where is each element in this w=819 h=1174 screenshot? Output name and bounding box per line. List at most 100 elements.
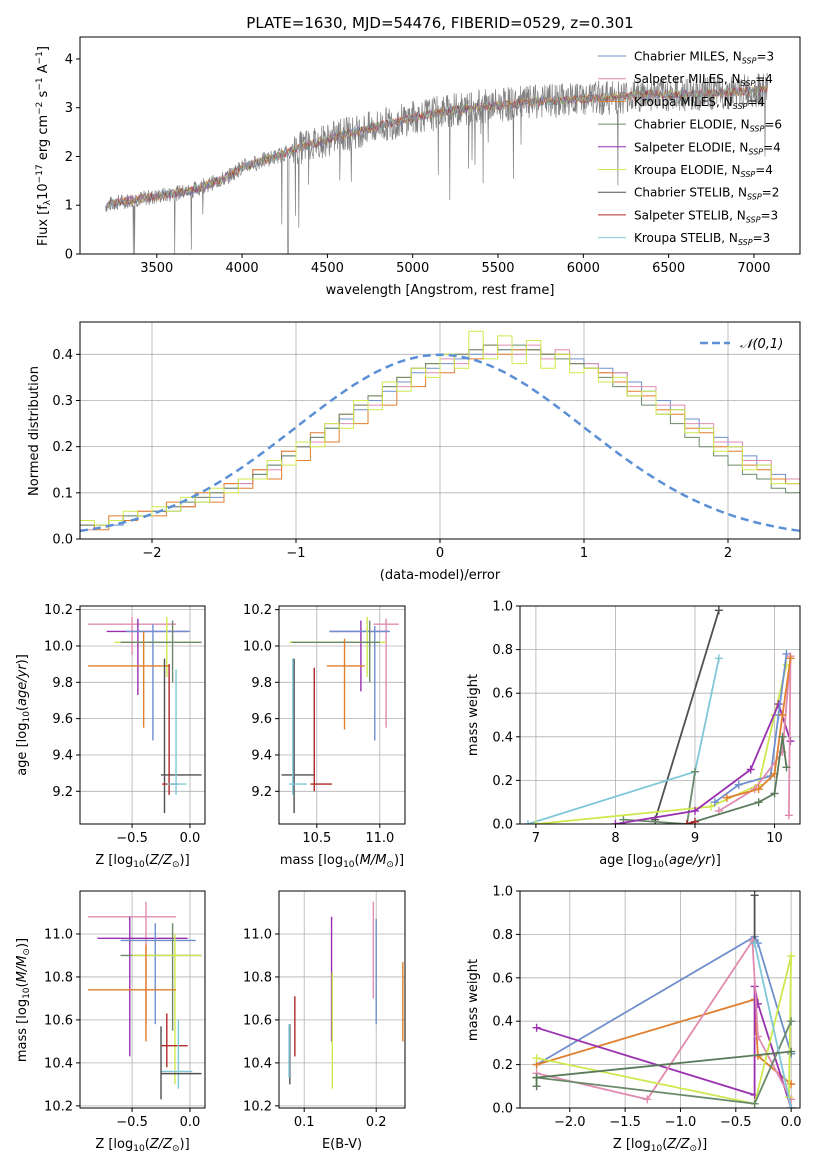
errorbar-point xyxy=(88,616,177,656)
legend-label: Kroupa MILES, NSSP=4 xyxy=(634,95,765,111)
chart-title: PLATE=1630, MJD=54476, FIBERID=0529, z=0… xyxy=(246,14,633,32)
plus-marker xyxy=(770,789,779,798)
y-tick-label: 10.2 xyxy=(44,603,73,618)
axes-frame xyxy=(79,605,206,825)
y-tick-label: 0.2 xyxy=(492,1058,513,1073)
y-tick-label: 9.8 xyxy=(251,676,272,691)
x-axis-label: Z [log10(Z/Z⊙)] xyxy=(95,853,189,870)
plus-marker xyxy=(787,952,796,961)
x-tick-label: 0 xyxy=(436,546,444,561)
plus-marker xyxy=(734,780,743,789)
panel-age_vs_Z: −0.5 0.0 9.2 9.4 9.6 9.8 10.0 10.2 Z [log10(Z/Z⊙… xyxy=(15,603,206,870)
errorbars xyxy=(281,616,399,814)
y-tick-label: 3 xyxy=(65,101,73,116)
x-tick-label: 0.0 xyxy=(781,1115,802,1130)
errorbar-point xyxy=(88,631,170,728)
weight-line xyxy=(536,935,792,1066)
panel-residuals: −2 −1 0 1 2 0.0 0.1 0.2 0.3 0.4 (data-model)/error… xyxy=(27,321,801,583)
y-tick-label: 10.6 xyxy=(243,1013,272,1028)
legend-label: Kroupa ELODIE, NSSP=4 xyxy=(634,163,773,179)
axes-frame xyxy=(278,605,406,825)
weight-line xyxy=(753,942,792,1108)
y-axis-label: mass weight xyxy=(466,674,481,756)
plus-marker xyxy=(691,817,699,824)
weight-lines xyxy=(532,891,796,1108)
errorbar-point xyxy=(132,933,202,1085)
x-tick-label: 6500 xyxy=(652,261,685,276)
y-axis-label: mass weight xyxy=(466,959,481,1041)
y-tick-label: 0.8 xyxy=(492,643,513,658)
normal-curve xyxy=(80,353,800,533)
panel-mass_weight_vs_Z: −2.0 −1.5 −1.0 −0.5 0.0 0.0 0.2 0.4 0.6 0.8 1.0 Z [… xyxy=(466,885,801,1155)
weight-lines xyxy=(523,606,795,824)
plus-marker xyxy=(774,700,783,709)
x-tick-label: 0.2 xyxy=(366,1115,387,1130)
errorbar-point xyxy=(161,1019,193,1089)
y-tick-label: 0.8 xyxy=(492,928,513,943)
weight-line xyxy=(536,1020,792,1105)
x-axis-label: E(B-V) xyxy=(322,1137,362,1152)
y-tick-label: 2 xyxy=(65,150,73,165)
y-tick-label: 0.3 xyxy=(52,394,73,409)
x-tick-label: 0.0 xyxy=(180,831,201,846)
plus-marker xyxy=(750,1099,759,1108)
plus-marker xyxy=(787,1017,796,1026)
plus-marker xyxy=(691,767,699,776)
x-axis-label: age [log10(age/yr)] xyxy=(599,853,721,870)
plus-marker xyxy=(782,763,791,772)
histogram-series xyxy=(80,344,800,526)
legend-label: Kroupa STELIB, NSSP=3 xyxy=(634,231,770,247)
model-spectrum xyxy=(109,86,768,209)
y-tick-label: 0.4 xyxy=(492,1015,513,1030)
plus-marker xyxy=(710,798,719,807)
plus-marker xyxy=(532,1082,541,1091)
y-tick-label: 9.8 xyxy=(52,676,73,691)
y-tick-label: 0.4 xyxy=(52,348,73,363)
panel-mass_weight_vs_age: 7 8 9 10 0.0 0.2 0.4 0.6 0.8 1.0 age [log10(age/yr… xyxy=(466,600,801,870)
y-tick-label: 10.0 xyxy=(44,639,73,654)
panel-mass_vs_EBV: 0.1 0.2 10.2 10.4 10.6 10.8 11.0 E(B-V) xyxy=(243,890,406,1152)
plus-marker xyxy=(787,1047,796,1056)
x-axis-label: Z [log10(Z/Z⊙)] xyxy=(95,1137,189,1154)
x-tick-label: 10.5 xyxy=(302,831,331,846)
plus-marker xyxy=(754,798,763,807)
panel-age_vs_mass: 10.5 11.0 9.2 9.4 9.6 9.8 10.0 10.2 mass [log10(… xyxy=(243,603,406,870)
x-tick-label: −0.5 xyxy=(116,1115,148,1130)
y-tick-label: 9.2 xyxy=(52,785,73,800)
weight-line xyxy=(536,938,792,1101)
y-tick-label: 9.4 xyxy=(251,748,272,763)
errorbar-point xyxy=(326,638,365,730)
plus-marker xyxy=(532,1023,541,1032)
y-tick-label: 0 xyxy=(65,248,73,263)
y-tick-label: 0.6 xyxy=(492,971,513,986)
y-tick-label: 1 xyxy=(65,199,73,214)
x-tick-label: −0.5 xyxy=(116,831,148,846)
weight-line xyxy=(623,771,696,824)
x-tick-label: −1.5 xyxy=(609,1115,641,1130)
y-tick-label: 1.0 xyxy=(492,600,513,615)
plus-marker xyxy=(523,820,532,824)
y-axis-label: mass [log10(M/M⊙)] xyxy=(15,938,32,1062)
legend-label: Chabrier MILES, NSSP=3 xyxy=(634,50,774,66)
plus-marker xyxy=(691,806,699,815)
y-tick-label: 10.2 xyxy=(243,603,272,618)
errorbar-point xyxy=(281,658,315,814)
y-tick-label: 11.0 xyxy=(44,927,73,942)
x-tick-label: 7000 xyxy=(737,261,770,276)
y-tick-label: 10.8 xyxy=(243,970,272,985)
errorbar-point xyxy=(97,916,188,1057)
plus-marker xyxy=(714,654,723,663)
plus-marker xyxy=(683,820,692,824)
x-tick-label: 0.1 xyxy=(294,1115,315,1130)
y-tick-label: 4 xyxy=(65,52,73,67)
legend-label: 𝒩(0,1) xyxy=(740,337,783,352)
legend-label: Chabrier STELIB, NSSP=2 xyxy=(634,186,779,202)
axes-frame xyxy=(519,605,801,825)
legend-label: Salpeter ELODIE, NSSP=4 xyxy=(634,140,781,156)
y-tick-label: 10.0 xyxy=(243,639,272,654)
errorbar-point xyxy=(114,616,202,677)
y-tick-label: 10.8 xyxy=(44,970,73,985)
y-tick-label: 10.6 xyxy=(44,1013,73,1028)
y-tick-label: 1.0 xyxy=(492,885,513,900)
y-axis-label: Normed distribution xyxy=(27,366,42,496)
